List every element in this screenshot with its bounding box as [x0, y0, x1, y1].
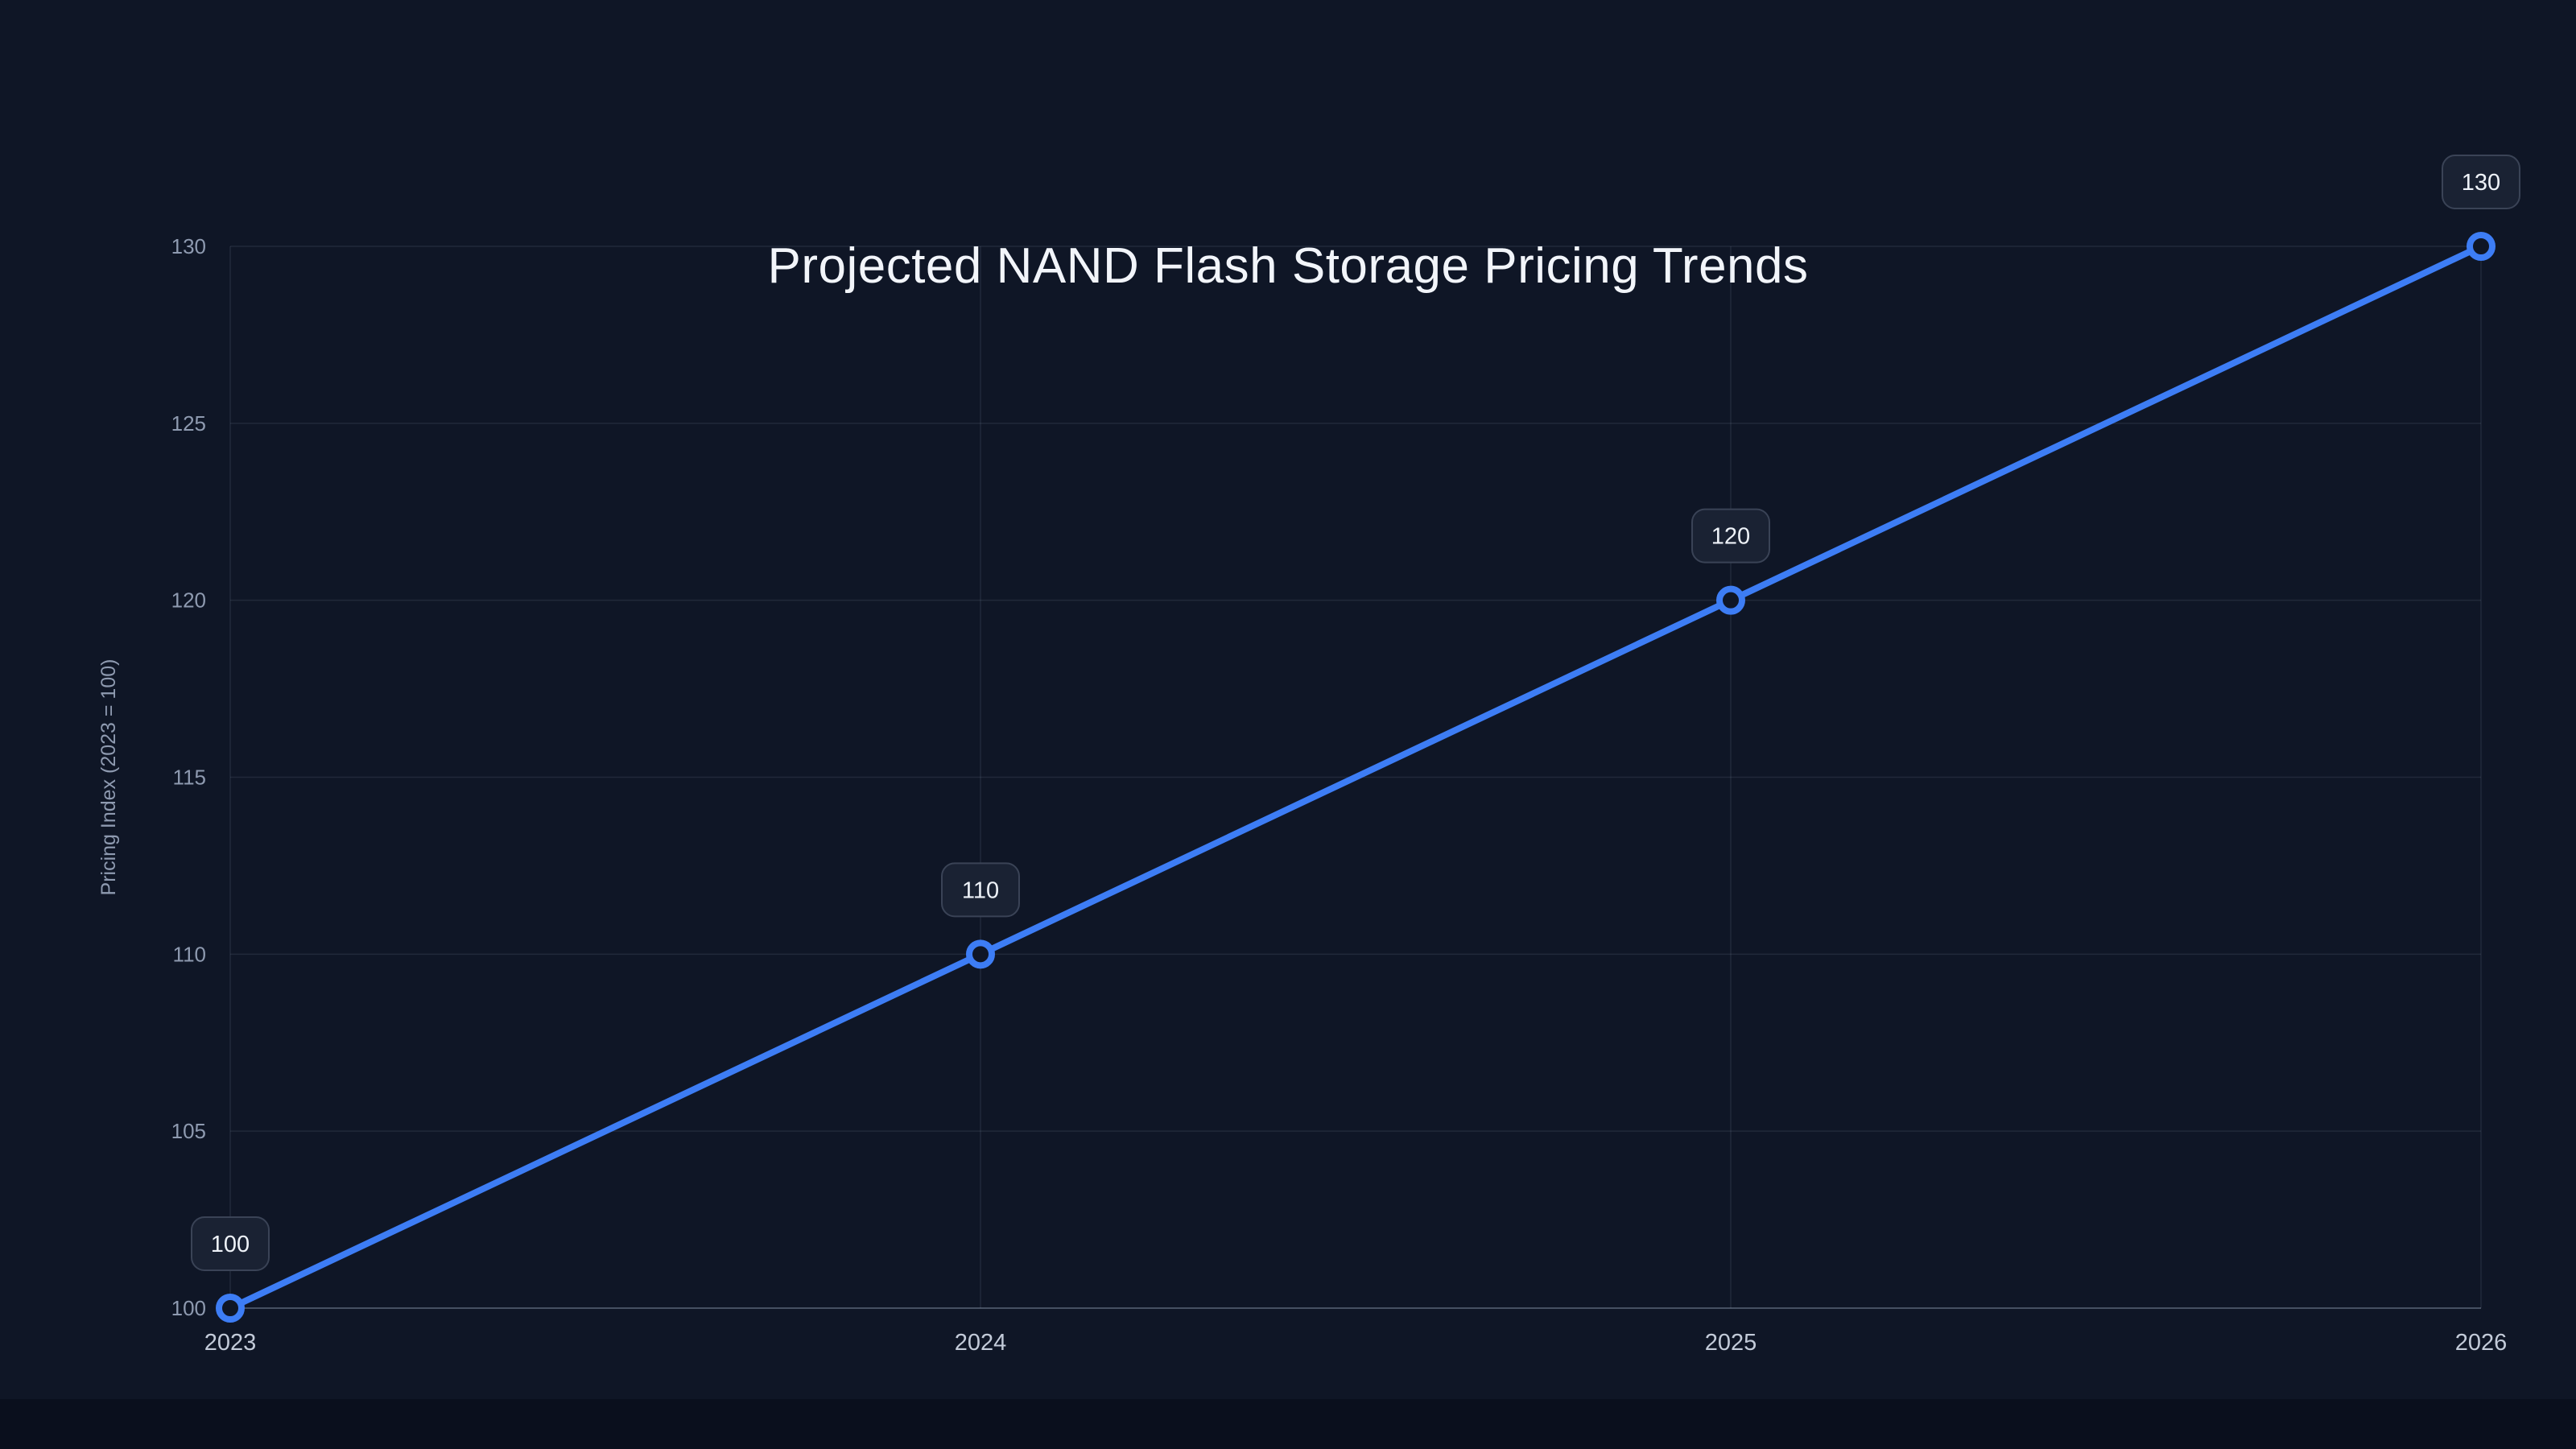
y-tick-label: 125: [171, 411, 206, 436]
series-line: [227, 243, 2484, 1311]
y-tick-label: 110: [173, 942, 206, 966]
data-label-text: 130: [2462, 170, 2500, 196]
data-label-badge: [941, 862, 1020, 918]
data-point-marker: [1716, 585, 1745, 615]
data-label-text: 120: [1711, 524, 1750, 550]
y-tick-label: 100: [171, 1296, 206, 1320]
y-tick-label: 120: [171, 588, 206, 613]
data-point-marker: [216, 1294, 245, 1323]
data-label-text: 110: [962, 877, 999, 903]
x-tick-label: 2023: [204, 1330, 257, 1356]
chart-title: Projected NAND Flash Storage Pricing Tre…: [767, 238, 1809, 294]
data-point-marker: [966, 939, 995, 969]
data-point-marker: [2467, 232, 2496, 261]
x-tick-label: 2026: [2455, 1330, 2508, 1356]
x-tick-label: 2025: [1705, 1330, 1757, 1356]
y-axis-title: Pricing Index (2023 = 100): [97, 659, 120, 896]
y-tick-label: 115: [173, 766, 206, 790]
footer-strip: [0, 1399, 2576, 1449]
data-label-text: 100: [211, 1232, 250, 1257]
y-tick-label: 105: [171, 1119, 206, 1143]
data-label-badge: [191, 1216, 270, 1271]
data-label-badge: [1691, 508, 1770, 564]
y-tick-label: 130: [171, 234, 206, 258]
data-label-badge: [2442, 155, 2520, 209]
x-tick-label: 2024: [955, 1330, 1007, 1356]
